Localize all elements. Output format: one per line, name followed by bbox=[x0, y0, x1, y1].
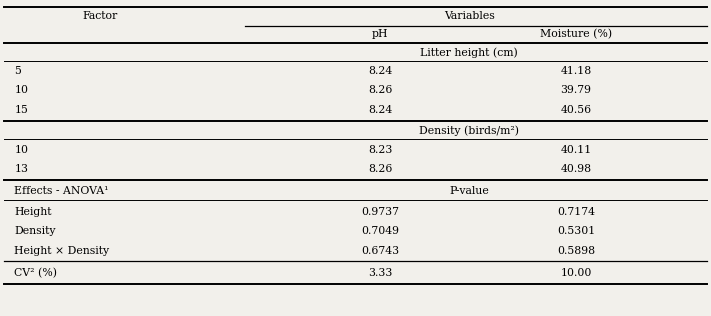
Text: 40.98: 40.98 bbox=[560, 164, 592, 174]
Text: Factor: Factor bbox=[82, 11, 117, 21]
Text: 3.33: 3.33 bbox=[368, 268, 392, 278]
Text: 8.26: 8.26 bbox=[368, 85, 392, 95]
Text: 41.18: 41.18 bbox=[560, 66, 592, 76]
Text: Moisture (%): Moisture (%) bbox=[540, 29, 612, 39]
Text: Height: Height bbox=[14, 207, 52, 217]
Text: 0.6743: 0.6743 bbox=[361, 246, 400, 256]
Text: Height × Density: Height × Density bbox=[14, 246, 109, 256]
Text: Density (birds/m²): Density (birds/m²) bbox=[419, 125, 519, 136]
Text: CV² (%): CV² (%) bbox=[14, 268, 57, 278]
Text: 10: 10 bbox=[14, 145, 28, 155]
Text: 8.24: 8.24 bbox=[368, 66, 392, 76]
Text: 0.7049: 0.7049 bbox=[361, 226, 400, 236]
Text: 10.00: 10.00 bbox=[560, 268, 592, 278]
Text: 39.79: 39.79 bbox=[560, 85, 592, 95]
Text: 5: 5 bbox=[14, 66, 21, 76]
Text: Effects - ANOVA¹: Effects - ANOVA¹ bbox=[14, 185, 109, 196]
Text: 40.11: 40.11 bbox=[560, 145, 592, 155]
Text: 40.56: 40.56 bbox=[560, 105, 592, 115]
Text: 8.26: 8.26 bbox=[368, 164, 392, 174]
Text: 0.9737: 0.9737 bbox=[361, 207, 400, 217]
Text: 8.24: 8.24 bbox=[368, 105, 392, 115]
Text: 0.5301: 0.5301 bbox=[557, 226, 595, 236]
Text: 0.7174: 0.7174 bbox=[557, 207, 595, 217]
Text: Litter height (cm): Litter height (cm) bbox=[420, 47, 518, 58]
Text: 0.5898: 0.5898 bbox=[557, 246, 595, 256]
Text: 10: 10 bbox=[14, 85, 28, 95]
Text: Variables: Variables bbox=[444, 11, 495, 21]
Text: Density: Density bbox=[14, 226, 55, 236]
Text: 15: 15 bbox=[14, 105, 28, 115]
Text: 8.23: 8.23 bbox=[368, 145, 392, 155]
Text: P-value: P-value bbox=[449, 185, 489, 196]
Text: 13: 13 bbox=[14, 164, 28, 174]
Text: pH: pH bbox=[372, 29, 389, 39]
